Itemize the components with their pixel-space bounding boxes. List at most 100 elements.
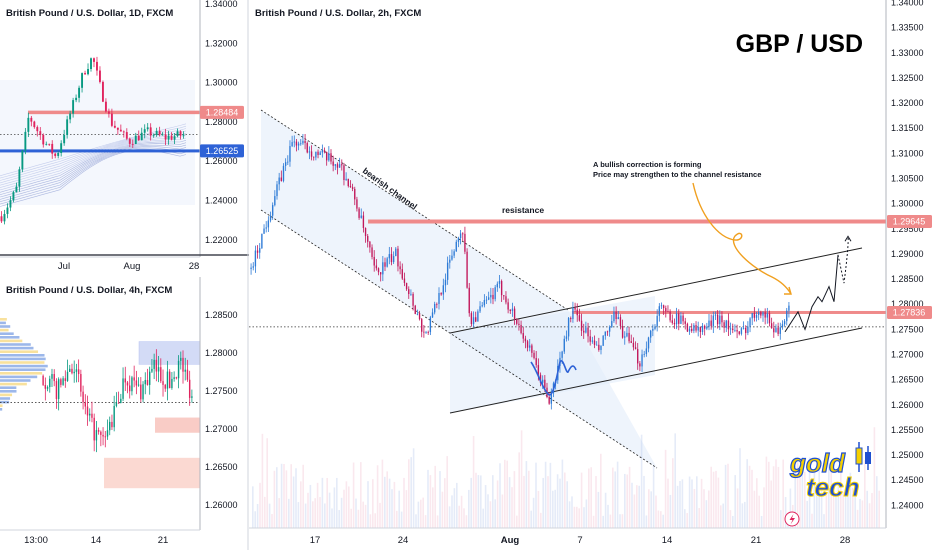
- daily-candle-body: [9, 200, 12, 208]
- h2-volume-bar: [261, 433, 264, 528]
- h2-candle-body: [375, 265, 378, 269]
- h2-time-axis[interactable]: 17 24 Aug 7 14 21 28: [310, 535, 851, 546]
- h2-volume-bar: [400, 511, 403, 528]
- h4-candle-body: [49, 378, 51, 388]
- h4-candle-body: [100, 431, 102, 435]
- h2-x-tick-17: 17: [310, 535, 321, 546]
- h4-volume-profile-bar: [0, 393, 13, 397]
- h2-candle-body: [602, 335, 604, 346]
- h2-candle-body: [740, 328, 743, 334]
- h2-candle-body: [390, 254, 393, 263]
- h2-candle-body: [587, 327, 589, 337]
- h2-candle-body: [291, 142, 293, 147]
- h2-candle-body: [565, 336, 568, 339]
- h4-candle-body: [102, 434, 104, 437]
- daily-candle-body: [143, 129, 146, 133]
- h2-volume-bar: [561, 459, 564, 528]
- h2-resistance-label-box: [887, 215, 932, 229]
- h2-volume-bar: [540, 512, 542, 528]
- daily-y-tick-4: 1.26000: [205, 156, 238, 166]
- h2-volume-bar: [511, 487, 513, 528]
- h2-candle-body: [619, 317, 622, 327]
- daily-candle-body: [30, 117, 33, 122]
- h2-y-tick-9: 1.29500: [891, 224, 924, 234]
- daily-time-axis[interactable]: Jul Aug 28: [58, 261, 199, 272]
- h4-x-tick-14: 14: [91, 535, 102, 546]
- daily-ma-line: [0, 144, 187, 198]
- h2-volume-bar: [460, 495, 463, 528]
- h2-price-axis[interactable]: 1.34000 1.33500 1.33000 1.32500 1.32000 1.315…: [891, 0, 924, 510]
- h2-panel[interactable]: British Pound / U.S. Dollar, 2h, FXCM GB…: [249, 0, 932, 546]
- h2-volume-bar: [715, 470, 717, 528]
- h2-volume-bar: [388, 478, 391, 528]
- h2-candle-body: [464, 233, 466, 252]
- h4-candle-body: [115, 402, 118, 406]
- h2-volume-bar: [513, 471, 516, 528]
- h2-volume-bar: [468, 489, 470, 528]
- daily-ma-line: [0, 133, 187, 186]
- h2-annotation-line1: A bullish correction is forming: [593, 160, 702, 169]
- h4-candle-body: [120, 398, 122, 404]
- daily-candle-body: [110, 113, 113, 126]
- h2-candle-body: [550, 393, 553, 404]
- h2-candle-body: [563, 338, 565, 352]
- daily-candle-body: [69, 113, 72, 120]
- h2-candle-body: [656, 315, 658, 327]
- h2-candle-body: [440, 293, 442, 295]
- h2-candle-body: [267, 220, 270, 228]
- h4-candle-body: [62, 378, 64, 385]
- h2-volume-bar: [631, 482, 633, 528]
- lightning-icon[interactable]: [784, 511, 800, 527]
- h2-candle-body: [533, 352, 535, 359]
- daily-price-axis[interactable]: 1.34000 1.32000 1.30000 1.28000 1.26000 1.240…: [205, 0, 238, 245]
- h2-volume-bar: [693, 488, 696, 528]
- h2-volume-bar: [489, 501, 492, 528]
- h2-volume-bar: [432, 487, 434, 528]
- h2-volume-bar: [597, 491, 600, 528]
- h2-candle-body: [637, 349, 639, 364]
- h2-volume-bar: [350, 508, 352, 528]
- daily-candle-body: [75, 97, 78, 101]
- h2-candle-body: [416, 313, 419, 315]
- h4-candle-body: [77, 369, 80, 375]
- h2-volume-bar: [660, 511, 662, 528]
- h2-candle-body: [591, 340, 594, 342]
- h2-volume-bar: [679, 481, 681, 528]
- h2-volume-bar: [739, 448, 741, 528]
- h2-candle-body: [425, 332, 427, 333]
- h2-candle-body: [449, 259, 451, 263]
- h4-candle-body: [73, 371, 75, 374]
- h2-candle-body: [779, 327, 781, 334]
- h2-resistance-price-label: 1.29645: [887, 215, 932, 229]
- daily-y-tick-1: 1.32000: [205, 38, 238, 48]
- h2-volume-bar: [710, 466, 712, 528]
- h2-y-tick-16: 1.26000: [891, 400, 924, 410]
- h4-panel[interactable]: British Pound / U.S. Dollar, 4h, FXCM 1.…: [0, 277, 238, 546]
- h2-candle-body: [606, 331, 609, 333]
- h2-volume-bar: [854, 489, 856, 528]
- h4-time-axis[interactable]: 13:00 14 21: [24, 535, 168, 546]
- h4-volume-profile-bar: [0, 379, 31, 382]
- daily-candle-body: [176, 131, 179, 137]
- h2-candle-body: [671, 320, 673, 323]
- h2-volume-bar: [717, 477, 720, 528]
- daily-panel[interactable]: British Pound / U.S. Dollar, 1D, FXCM 1.…: [0, 0, 250, 272]
- h2-volume-bar: [360, 462, 362, 528]
- h2-candle-body: [753, 313, 756, 318]
- h2-volume-bar: [842, 491, 844, 528]
- h4-price-axis[interactable]: 1.28500 1.28000 1.27500 1.27000 1.26500 1.260…: [205, 310, 238, 510]
- h2-volume-bar: [321, 477, 324, 528]
- h4-candle-body: [89, 413, 91, 416]
- h2-volume-bar: [650, 491, 652, 528]
- h2-volume-bar: [417, 501, 420, 528]
- h2-volume-bar: [552, 490, 554, 528]
- h2-candle-body: [723, 322, 725, 328]
- h2-candle-body: [611, 321, 613, 327]
- h4-candle-body: [124, 378, 126, 383]
- h2-volume-bar: [775, 459, 777, 528]
- h2-volume-bar: [705, 500, 708, 528]
- h2-volume-bar: [331, 508, 333, 528]
- h2-volume-bar: [799, 465, 801, 528]
